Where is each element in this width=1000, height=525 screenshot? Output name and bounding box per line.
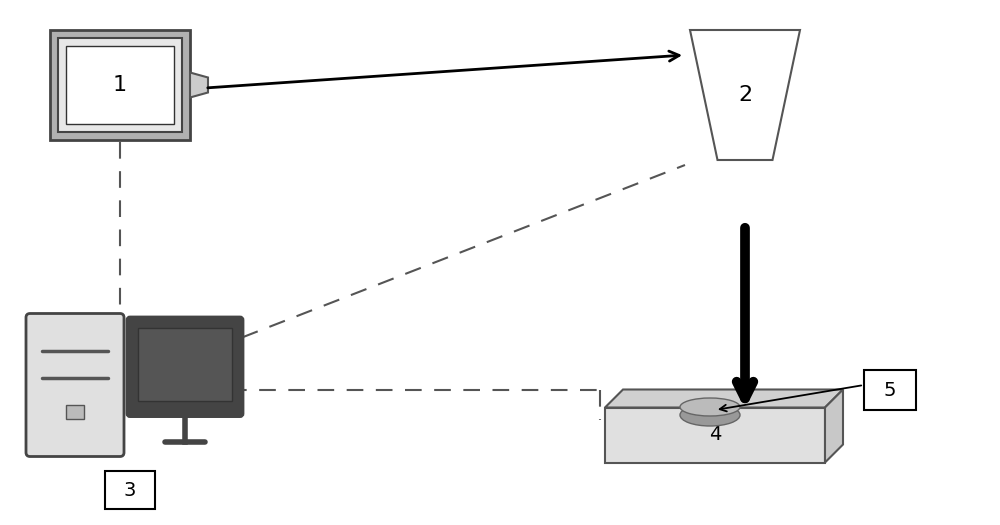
Text: 1: 1 <box>113 75 127 95</box>
Polygon shape <box>190 72 208 98</box>
FancyBboxPatch shape <box>127 317 243 417</box>
Polygon shape <box>690 30 800 160</box>
Polygon shape <box>605 390 843 407</box>
Ellipse shape <box>680 398 740 416</box>
FancyBboxPatch shape <box>26 313 124 457</box>
FancyBboxPatch shape <box>58 38 182 132</box>
FancyBboxPatch shape <box>50 30 190 140</box>
FancyBboxPatch shape <box>66 405 84 419</box>
FancyBboxPatch shape <box>605 407 825 463</box>
Polygon shape <box>825 390 843 463</box>
Text: 2: 2 <box>738 85 752 105</box>
Ellipse shape <box>680 404 740 426</box>
FancyBboxPatch shape <box>864 370 916 410</box>
Text: 5: 5 <box>884 381 896 400</box>
Text: 4: 4 <box>709 425 721 445</box>
Text: 3: 3 <box>124 480 136 499</box>
FancyBboxPatch shape <box>66 46 174 124</box>
FancyBboxPatch shape <box>138 328 232 401</box>
FancyBboxPatch shape <box>105 471 155 509</box>
